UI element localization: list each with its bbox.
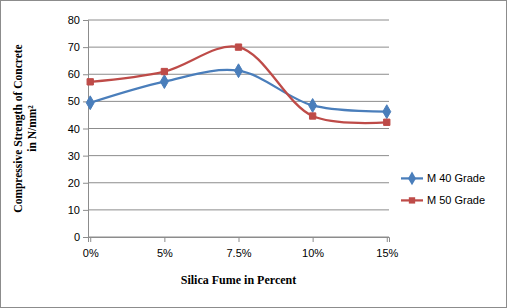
y-tick-mark	[83, 237, 88, 238]
y-tick: 40	[68, 123, 88, 135]
x-tick-mark	[313, 237, 314, 242]
grid-line	[88, 209, 389, 210]
series-marker	[87, 79, 93, 85]
series-line	[90, 46, 387, 123]
x-tick: 15%	[376, 237, 398, 259]
grid-line	[88, 128, 389, 129]
chart: 0 10 20 30 40 50 60 70 80 0% 5% 7.5% 10% 15% Silica Fu…	[0, 0, 507, 308]
y-tick-label: 80	[68, 14, 80, 26]
chart-border	[1, 1, 507, 308]
y-tick: 10	[68, 204, 88, 216]
x-tick: 0%	[83, 237, 99, 259]
x-tick-label: 0%	[83, 247, 99, 259]
x-tick-label: 5%	[157, 247, 173, 259]
y-tick-mark	[83, 156, 88, 157]
legend-marker	[408, 172, 416, 186]
x-tick-mark	[164, 237, 165, 242]
y-tick-label: 40	[68, 123, 80, 135]
y-tick-label: 30	[68, 150, 80, 162]
y-tick-label: 50	[68, 95, 80, 107]
y-tick-mark	[83, 210, 88, 211]
y-tick: 80	[68, 14, 88, 26]
y-tick-mark	[83, 129, 88, 130]
legend-label: M 40 Grade	[427, 172, 485, 184]
y-tick: 30	[68, 150, 88, 162]
y-tick: 60	[68, 68, 88, 80]
y-tick-mark	[83, 47, 88, 48]
series-marker	[309, 113, 315, 119]
x-tick: 10%	[302, 237, 324, 259]
x-tick-mark	[90, 237, 91, 242]
legend-marker	[409, 197, 415, 203]
y-tick-label: 70	[68, 41, 80, 53]
y-axis: 0 10 20 30 40 50 60 70 80	[68, 14, 89, 243]
series-marker	[86, 96, 94, 110]
y-tick-label: 60	[68, 68, 80, 80]
y-tick: 70	[68, 41, 88, 53]
y-tick-label: 0	[74, 231, 80, 243]
series-marker	[309, 99, 317, 113]
y-tick: 0	[74, 231, 88, 243]
y-tick-label: 20	[68, 177, 80, 189]
grid	[88, 20, 389, 237]
grid-line	[88, 182, 389, 183]
plot: 0 10 20 30 40 50 60 70 80 0% 5% 7.5% 10% 15%	[68, 14, 399, 259]
x-axis-line	[89, 238, 390, 243]
y-axis-title: Compressive Strength of Concretein N/mm²	[12, 44, 38, 212]
x-tick-mark	[387, 237, 388, 242]
grid-line	[88, 155, 389, 156]
x-tick-label: 10%	[302, 247, 324, 259]
y-tick-mark	[83, 74, 88, 75]
grid-line	[88, 20, 389, 21]
series-marker	[161, 68, 167, 74]
series-layer	[86, 44, 391, 125]
y-axis-title-line: Compressive Strength of Concrete	[12, 44, 25, 212]
series-marker	[235, 44, 241, 50]
series-marker	[160, 75, 168, 89]
x-tick-label: 15%	[376, 247, 398, 259]
x-axis-title: Silica Fume in Percent	[181, 273, 296, 287]
x-tick-mark	[239, 237, 240, 242]
y-tick: 20	[68, 177, 88, 189]
legend-item: M 40 Grade	[401, 172, 485, 186]
y-axis-line	[83, 21, 89, 238]
legend-item: M 50 Grade	[401, 194, 485, 206]
y-tick-mark	[83, 20, 88, 21]
series-marker	[384, 119, 390, 125]
y-tick-label: 10	[68, 204, 80, 216]
series-marker	[383, 105, 391, 119]
x-tick: 7.5%	[226, 237, 251, 259]
x-axis: 0% 5% 7.5% 10% 15%	[83, 237, 399, 259]
legend-label: M 50 Grade	[427, 194, 485, 206]
x-tick-label: 7.5%	[226, 247, 251, 259]
y-axis-title-line: in N/mm²	[26, 105, 38, 152]
y-tick-mark	[83, 183, 88, 184]
x-tick: 5%	[157, 237, 173, 259]
y-tick: 50	[68, 95, 88, 107]
legend: M 40 Grade M 50 Grade	[401, 172, 485, 207]
series-marker	[235, 64, 243, 78]
grid-line	[88, 101, 389, 102]
